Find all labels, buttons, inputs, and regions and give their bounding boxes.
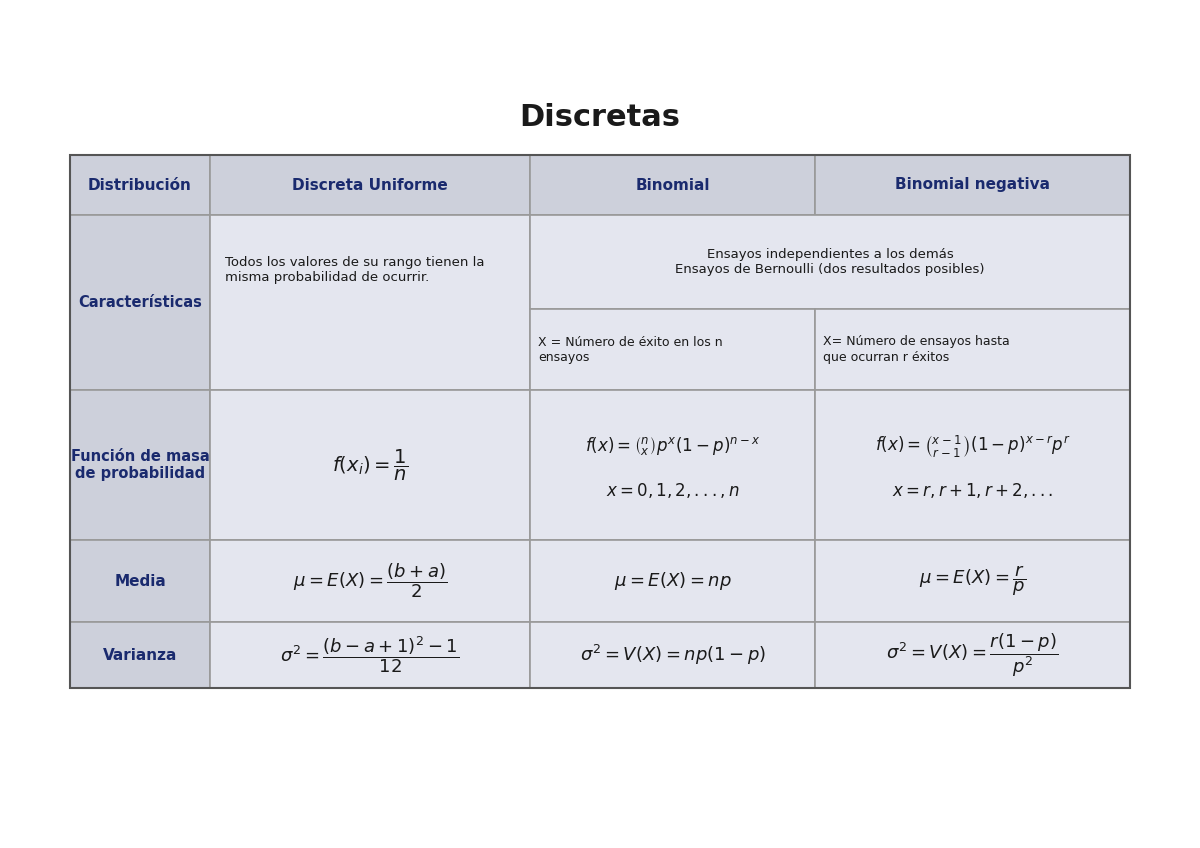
Bar — [815, 622, 1130, 688]
Text: $\sigma^2 = V(X) = \dfrac{r(1-p)}{p^2}$: $\sigma^2 = V(X) = \dfrac{r(1-p)}{p^2}$ — [887, 631, 1058, 679]
Bar — [530, 622, 815, 688]
Text: Varianza: Varianza — [103, 648, 178, 662]
Bar — [815, 309, 1130, 390]
Bar — [210, 155, 530, 215]
Bar — [530, 309, 815, 390]
Text: Todos los valores de su rango tienen la
misma probabilidad de ocurrir.: Todos los valores de su rango tienen la … — [226, 256, 485, 284]
Text: Media: Media — [114, 573, 166, 589]
Text: $x = 0,1,2,...,n$: $x = 0,1,2,...,n$ — [606, 481, 739, 499]
Bar — [70, 390, 210, 540]
Text: X = Número de éxito en los n
ensayos: X = Número de éxito en los n ensayos — [538, 336, 722, 364]
Bar — [70, 215, 210, 390]
Text: $f(x) = \binom{n}{x} p^x(1-p)^{n-x}$: $f(x) = \binom{n}{x} p^x(1-p)^{n-x}$ — [584, 436, 761, 459]
Bar — [530, 215, 1130, 309]
Text: $\sigma^2 = \dfrac{(b-a+1)^2 - 1}{12}$: $\sigma^2 = \dfrac{(b-a+1)^2 - 1}{12}$ — [281, 634, 460, 675]
Bar — [815, 155, 1130, 215]
Text: $f(x) = \binom{x-1}{r-1}(1-p)^{x-r}p^r$: $f(x) = \binom{x-1}{r-1}(1-p)^{x-r}p^r$ — [875, 434, 1070, 460]
Text: $\mu = E(X) = np$: $\mu = E(X) = np$ — [613, 570, 731, 592]
Bar — [210, 622, 530, 688]
Text: X= Número de ensayos hasta
que ocurran r éxitos: X= Número de ensayos hasta que ocurran r… — [823, 336, 1009, 364]
Bar — [530, 155, 815, 215]
Text: Binomial: Binomial — [635, 177, 709, 192]
Text: Discretas: Discretas — [520, 103, 680, 132]
Bar — [210, 215, 530, 390]
Text: Función de masa
de probabilidad: Función de masa de probabilidad — [71, 449, 209, 481]
Text: Binomial negativa: Binomial negativa — [895, 177, 1050, 192]
Text: Distribución: Distribución — [88, 177, 192, 192]
Bar — [70, 540, 210, 622]
Text: Discreta Uniforme: Discreta Uniforme — [292, 177, 448, 192]
Text: Características: Características — [78, 295, 202, 310]
Text: Ensayos independientes a los demás
Ensayos de Bernoulli (dos resultados posibles: Ensayos independientes a los demás Ensay… — [676, 248, 985, 276]
Text: $\sigma^2 = V(X) = np(1-p)$: $\sigma^2 = V(X) = np(1-p)$ — [580, 643, 766, 667]
Bar — [530, 390, 815, 540]
Bar — [70, 155, 1130, 688]
Bar — [815, 540, 1130, 622]
Bar — [815, 390, 1130, 540]
Bar — [530, 540, 815, 622]
Text: $\mu = E(X) = \dfrac{(b+a)}{2}$: $\mu = E(X) = \dfrac{(b+a)}{2}$ — [293, 561, 448, 600]
Bar — [210, 540, 530, 622]
Text: $\mu = E(X) = \dfrac{r}{p}$: $\mu = E(X) = \dfrac{r}{p}$ — [919, 564, 1026, 599]
Bar — [70, 155, 210, 215]
Bar — [210, 390, 530, 540]
Bar — [70, 622, 210, 688]
Text: $f(x_i) = \dfrac{1}{n}$: $f(x_i) = \dfrac{1}{n}$ — [332, 448, 408, 483]
Text: $x = r, r+1, r+2,...$: $x = r, r+1, r+2,...$ — [892, 481, 1054, 499]
